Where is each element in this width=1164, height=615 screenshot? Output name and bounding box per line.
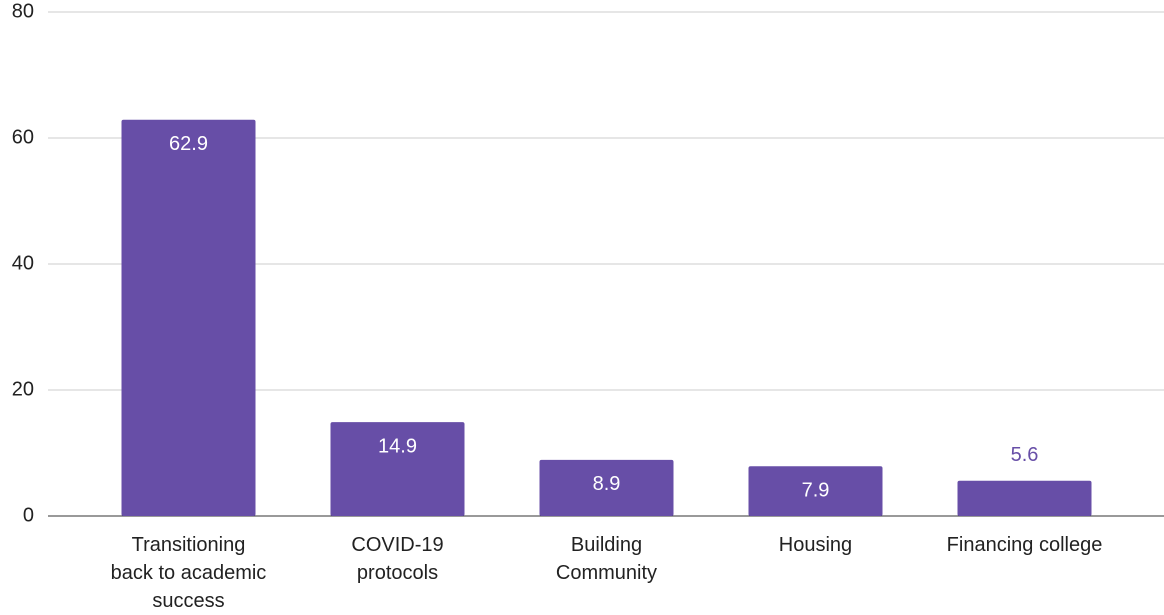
x-tick-label: COVID-19 protocols [351,534,443,584]
x-tick-label: Housing [779,534,852,556]
y-tick-label: 40 [12,252,34,274]
data-label: 14.9 [378,435,417,457]
data-label: 7.9 [802,480,830,502]
data-label: 62.9 [169,133,208,155]
bar [539,459,674,516]
y-tick-label: 0 [23,504,34,526]
bar [748,466,883,516]
x-tick-label: Transitioning back to academic success [111,534,267,612]
bar [330,422,465,516]
y-tick-label: 60 [12,126,34,148]
data-label: 5.6 [1011,444,1039,466]
x-tick-label: Financing college [947,534,1103,556]
y-tick-label: 80 [12,0,34,22]
y-tick-label: 20 [12,378,34,400]
x-tick-label: Building Community [556,534,657,584]
bar [121,119,256,516]
bar [957,480,1092,516]
data-label: 8.9 [593,473,621,495]
